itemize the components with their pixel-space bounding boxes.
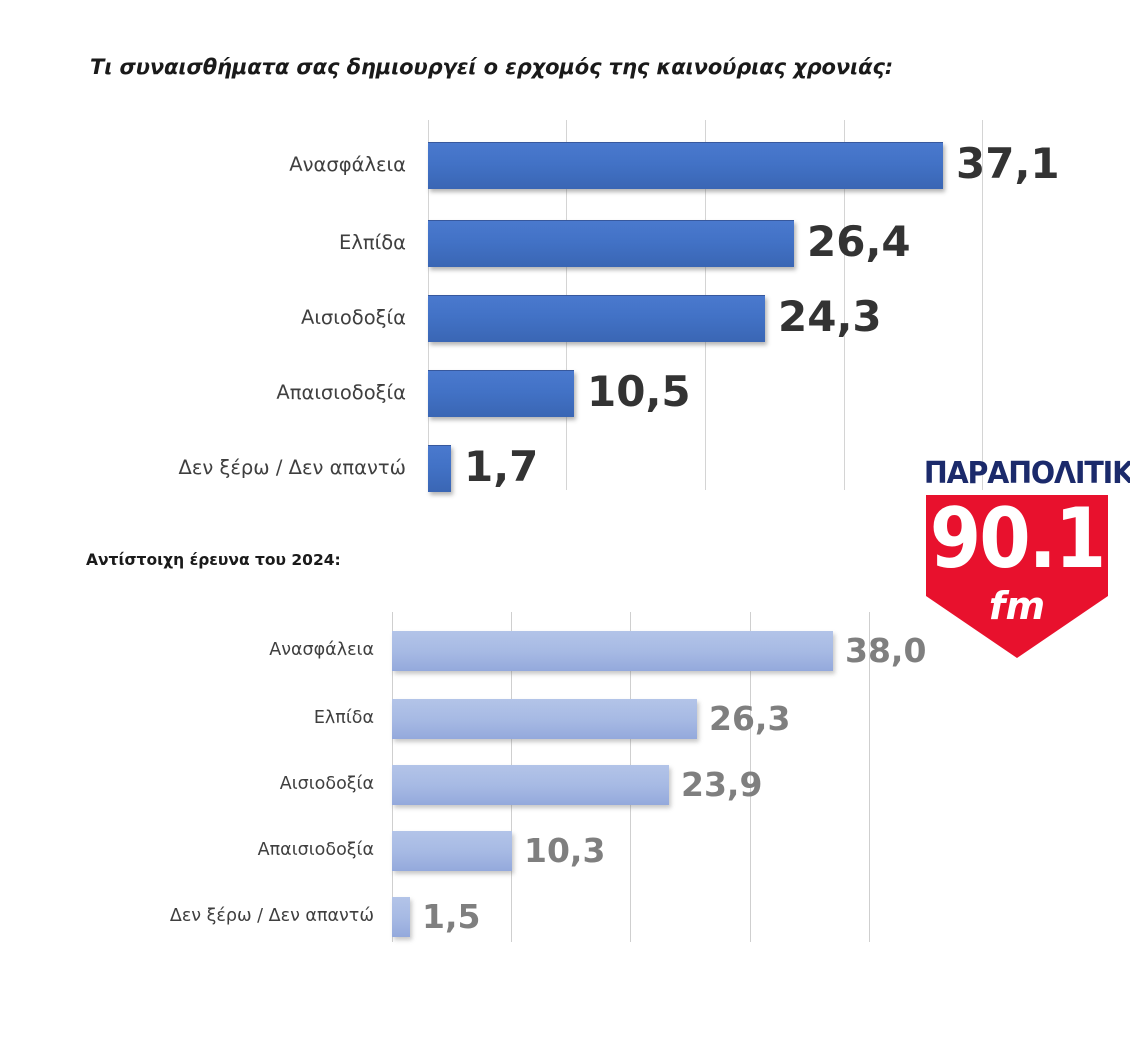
bar (392, 897, 410, 937)
value-label: 1,7 (464, 442, 539, 491)
bar (428, 445, 451, 492)
gridline (982, 120, 983, 490)
value-label: 1,5 (422, 897, 481, 936)
value-label: 26,4 (807, 217, 911, 266)
bar-row: Απαισιοδοξία 10,5 (276, 367, 983, 418)
category-label: Ανασφάλεια (269, 640, 374, 661)
bar (392, 699, 697, 739)
section-subtitle: Αντίστοιχη έρευνα του 2024: (86, 551, 341, 569)
bar-row: Αισιοδοξία 24,3 (301, 292, 983, 343)
value-label: 10,5 (587, 367, 691, 416)
value-label: 23,9 (681, 765, 763, 804)
category-label: Απαισιοδοξία (257, 840, 374, 861)
bar (392, 831, 512, 871)
bar (392, 765, 669, 805)
value-label: 38,0 (845, 631, 927, 670)
value-label: 24,3 (778, 292, 882, 341)
bar (392, 631, 833, 671)
bar-row: Ανασφάλεια 38,0 (269, 629, 926, 673)
logo-wordmark: ΠΑΡΑΠΟΛΙΤΙΚΑ (923, 456, 1130, 491)
bar (428, 370, 574, 417)
bar-row: Ελπίδα 26,4 (339, 217, 983, 268)
bar-row: Απαισιοδοξία 10,3 (258, 829, 870, 873)
bar-row: Δεν ξέρω / Δεν απαντώ 1,7 (179, 442, 983, 493)
category-label: Αισιοδοξία (300, 306, 406, 330)
category-label: Ελπίδα (313, 708, 374, 729)
bar-row: Δεν ξέρω / Δεν απαντώ 1,5 (170, 895, 870, 939)
parapolitika-logo: ΠΑΡΑΠΟΛΙΤΙΚΑ 90.1 fm (919, 456, 1130, 658)
value-label: 10,3 (524, 831, 606, 870)
category-label: Δεν ξέρω / Δεν απαντώ (178, 456, 406, 480)
logo-band-label: fm (988, 584, 1046, 628)
category-label: Δεν ξέρω / Δεν απαντώ (169, 906, 374, 927)
logo-frequency: 90.1 (929, 490, 1107, 588)
chart-current-year: Ανασφάλεια 37,1 Ελπίδα 26,4 Αισιοδοξία 2… (0, 120, 1060, 493)
gridline (869, 612, 870, 942)
category-label: Απαισιοδοξία (276, 381, 406, 405)
plot-area-previous: Ανασφάλεια 38,0 Ελπίδα 26,3 Αισιοδοξία 2… (170, 612, 926, 942)
category-label: Αισιοδοξία (279, 774, 374, 795)
chart-previous-year: Ανασφάλεια 38,0 Ελπίδα 26,3 Αισιοδοξία 2… (0, 612, 1000, 942)
gridline (750, 612, 751, 942)
page-title: Τι συναισθήματα σας δημιουργεί ο ερχομός… (90, 55, 894, 79)
bar-row: Ελπίδα 26,3 (314, 697, 870, 741)
category-label: Ανασφάλεια (289, 153, 406, 177)
plot-area-current: Ανασφάλεια 37,1 Ελπίδα 26,4 Αισιοδοξία 2… (179, 120, 1060, 493)
bar (428, 220, 794, 267)
value-label: 26,3 (709, 699, 791, 738)
value-label: 37,1 (956, 139, 1060, 188)
bar-row: Ανασφάλεια 37,1 (289, 140, 1060, 190)
bar (428, 295, 765, 342)
gridline (844, 120, 845, 490)
category-label: Ελπίδα (339, 231, 406, 255)
bar-row: Αισιοδοξία 23,9 (280, 763, 870, 807)
bar (428, 142, 943, 189)
